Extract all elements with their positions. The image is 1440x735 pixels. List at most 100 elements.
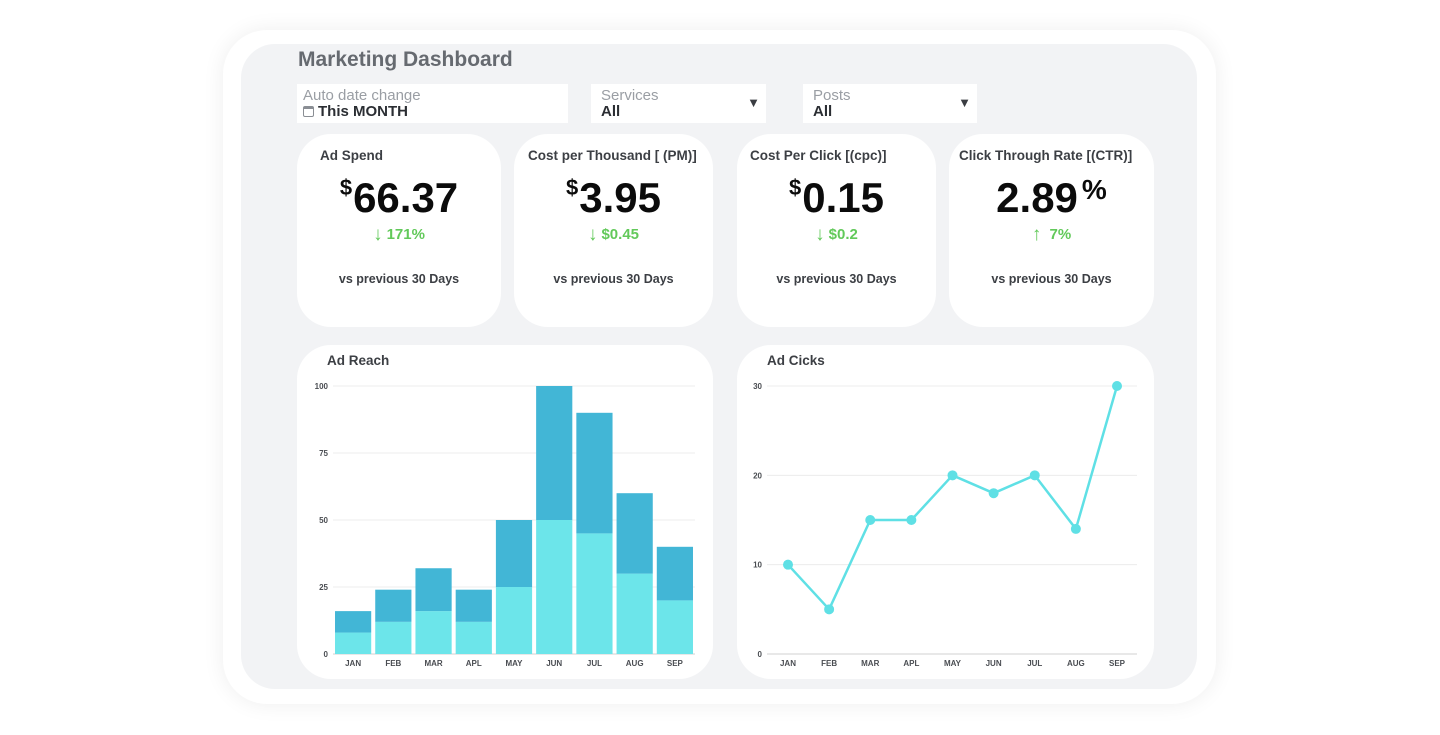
x-tick-label: SEP [667, 659, 684, 668]
bar-segment [576, 533, 613, 654]
posts-dropdown[interactable]: Posts All ▼ [803, 84, 977, 123]
bar-segment [495, 587, 533, 654]
ad-reach-card: Ad Reach 0 25 50 75 100 JAN FEB MAR APL MAY JUN JUL… [297, 345, 713, 679]
y-tick-label: 0 [324, 650, 329, 659]
services-label: Services [601, 87, 659, 104]
data-point [783, 559, 793, 570]
x-tick-label: SEP [1109, 659, 1126, 668]
arrow-down-icon: ↓ [815, 224, 825, 245]
x-tick-label: JUN [546, 659, 562, 668]
y-tick-label: 20 [753, 471, 762, 480]
kpi-value-number: 0.15 [802, 174, 884, 221]
data-point [1029, 470, 1040, 481]
x-tick-label: MAR [861, 659, 879, 668]
kpi-card-cost-per-click: Cost Per Click [(cpc)] $0.15 ↓ $0.2 vs pr… [737, 134, 936, 327]
kpi-card-ad-spend: Ad Spend $66.37 ↓ 171% vs previous 30 Day… [297, 134, 501, 327]
x-tick-label: JUN [986, 659, 1002, 668]
x-tick-label: MAY [944, 659, 962, 668]
kpi-change-value: $0.45 [601, 226, 640, 243]
y-tick-label: 50 [319, 516, 328, 525]
y-tick-label: 0 [758, 650, 763, 659]
caret-down-icon[interactable]: ▼ [958, 95, 971, 110]
ad-clicks-title: Ad Cicks [767, 353, 825, 368]
kpi-value: $3.95 [514, 174, 713, 222]
kpi-change-value: 7% [1049, 226, 1072, 243]
kpi-card-click-through-rate: Click Through Rate [(CTR)] 2.89% ↑ 7% vs… [949, 134, 1154, 327]
y-tick-label: 30 [753, 382, 762, 391]
calendar-icon [303, 106, 314, 117]
arrow-down-icon: ↓ [373, 224, 383, 245]
y-tick-label: 75 [319, 449, 328, 458]
data-point [988, 488, 999, 499]
bar-segment [616, 573, 653, 654]
data-point [865, 515, 876, 525]
posts-value: All [813, 103, 833, 120]
x-tick-label: JUL [1027, 659, 1042, 668]
x-tick-label: JAN [345, 659, 361, 668]
ad-reach-title: Ad Reach [327, 353, 390, 368]
kpi-title: Cost Per Click [(cpc)] [750, 148, 887, 163]
posts-label: Posts [813, 87, 851, 104]
currency-symbol: $ [339, 175, 353, 200]
bar-segment [576, 412, 613, 534]
bar-segment [455, 589, 492, 622]
y-tick-label: 25 [319, 583, 328, 592]
page-title: Marketing Dashboard [298, 48, 513, 71]
x-tick-label: APL [466, 659, 482, 668]
bar-segment [375, 589, 412, 622]
kpi-change-value: 171% [386, 226, 425, 243]
kpi-value: $0.15 [737, 174, 936, 222]
date-filter-value: This MONTH [303, 103, 408, 120]
kpi-comparison: vs previous 30 Days [553, 272, 674, 286]
bar-segment [495, 520, 533, 587]
bar-segment [335, 611, 372, 633]
x-tick-label: AUG [1067, 659, 1085, 668]
data-point [947, 470, 958, 481]
kpi-change: ↓ $0.45 [514, 224, 713, 246]
kpi-value-number: 3.95 [579, 174, 661, 221]
data-point [824, 604, 835, 615]
kpi-change: ↓ $0.2 [737, 224, 936, 246]
bar-segment [656, 600, 693, 654]
kpi-value: $66.37 [297, 174, 501, 222]
currency-symbol: $ [566, 175, 579, 200]
x-tick-label: AUG [626, 659, 644, 668]
kpi-card-cost-per-thousand: Cost per Thousand [ (PM)] $3.95 ↓ $0.45 v… [514, 134, 713, 327]
services-value: All [601, 103, 621, 120]
bar-segment [656, 546, 693, 601]
date-filter[interactable]: Auto date change This MONTH [297, 84, 568, 123]
caret-down-icon[interactable]: ▼ [747, 95, 760, 110]
y-tick-label: 100 [315, 382, 329, 391]
date-filter-value-text: This MONTH [318, 103, 408, 120]
percent-symbol: % [1081, 174, 1107, 205]
x-tick-label: JAN [780, 659, 796, 668]
y-tick-label: 10 [753, 561, 762, 570]
bar-segment [536, 520, 573, 654]
kpi-title: Ad Spend [320, 148, 383, 163]
kpi-title: Click Through Rate [(CTR)] [959, 148, 1133, 163]
arrow-up-icon: ↑ [1031, 224, 1042, 245]
services-dropdown[interactable]: Services All ▼ [591, 84, 766, 123]
currency-symbol: $ [789, 175, 802, 200]
kpi-comparison: vs previous 30 Days [338, 272, 460, 286]
kpi-title: Cost per Thousand [ (PM)] [528, 148, 697, 163]
kpi-change: ↓ 171% [297, 224, 501, 246]
x-tick-label: FEB [385, 659, 401, 668]
ad-reach-bar-chart: 0 25 50 75 100 JAN FEB MAR APL MAY JUN JUL AUG SEP [315, 382, 695, 668]
kpi-change: ↑ 7% [949, 224, 1154, 246]
bar-segment [616, 493, 653, 574]
kpi-change-value: $0.2 [828, 226, 858, 243]
x-tick-label: FEB [821, 659, 837, 668]
bar-segment [415, 611, 452, 654]
x-tick-label: MAR [424, 659, 442, 668]
kpi-comparison: vs previous 30 Days [776, 272, 897, 286]
data-point [1070, 523, 1081, 534]
x-tick-label: MAY [505, 659, 523, 668]
bar-segment [375, 621, 412, 654]
date-filter-label: Auto date change [303, 87, 421, 104]
data-point [1112, 381, 1122, 391]
kpi-comparison: vs previous 30 Days [991, 272, 1112, 286]
arrow-down-icon: ↓ [587, 224, 598, 245]
data-point [906, 515, 917, 525]
bar-segment [536, 386, 573, 520]
